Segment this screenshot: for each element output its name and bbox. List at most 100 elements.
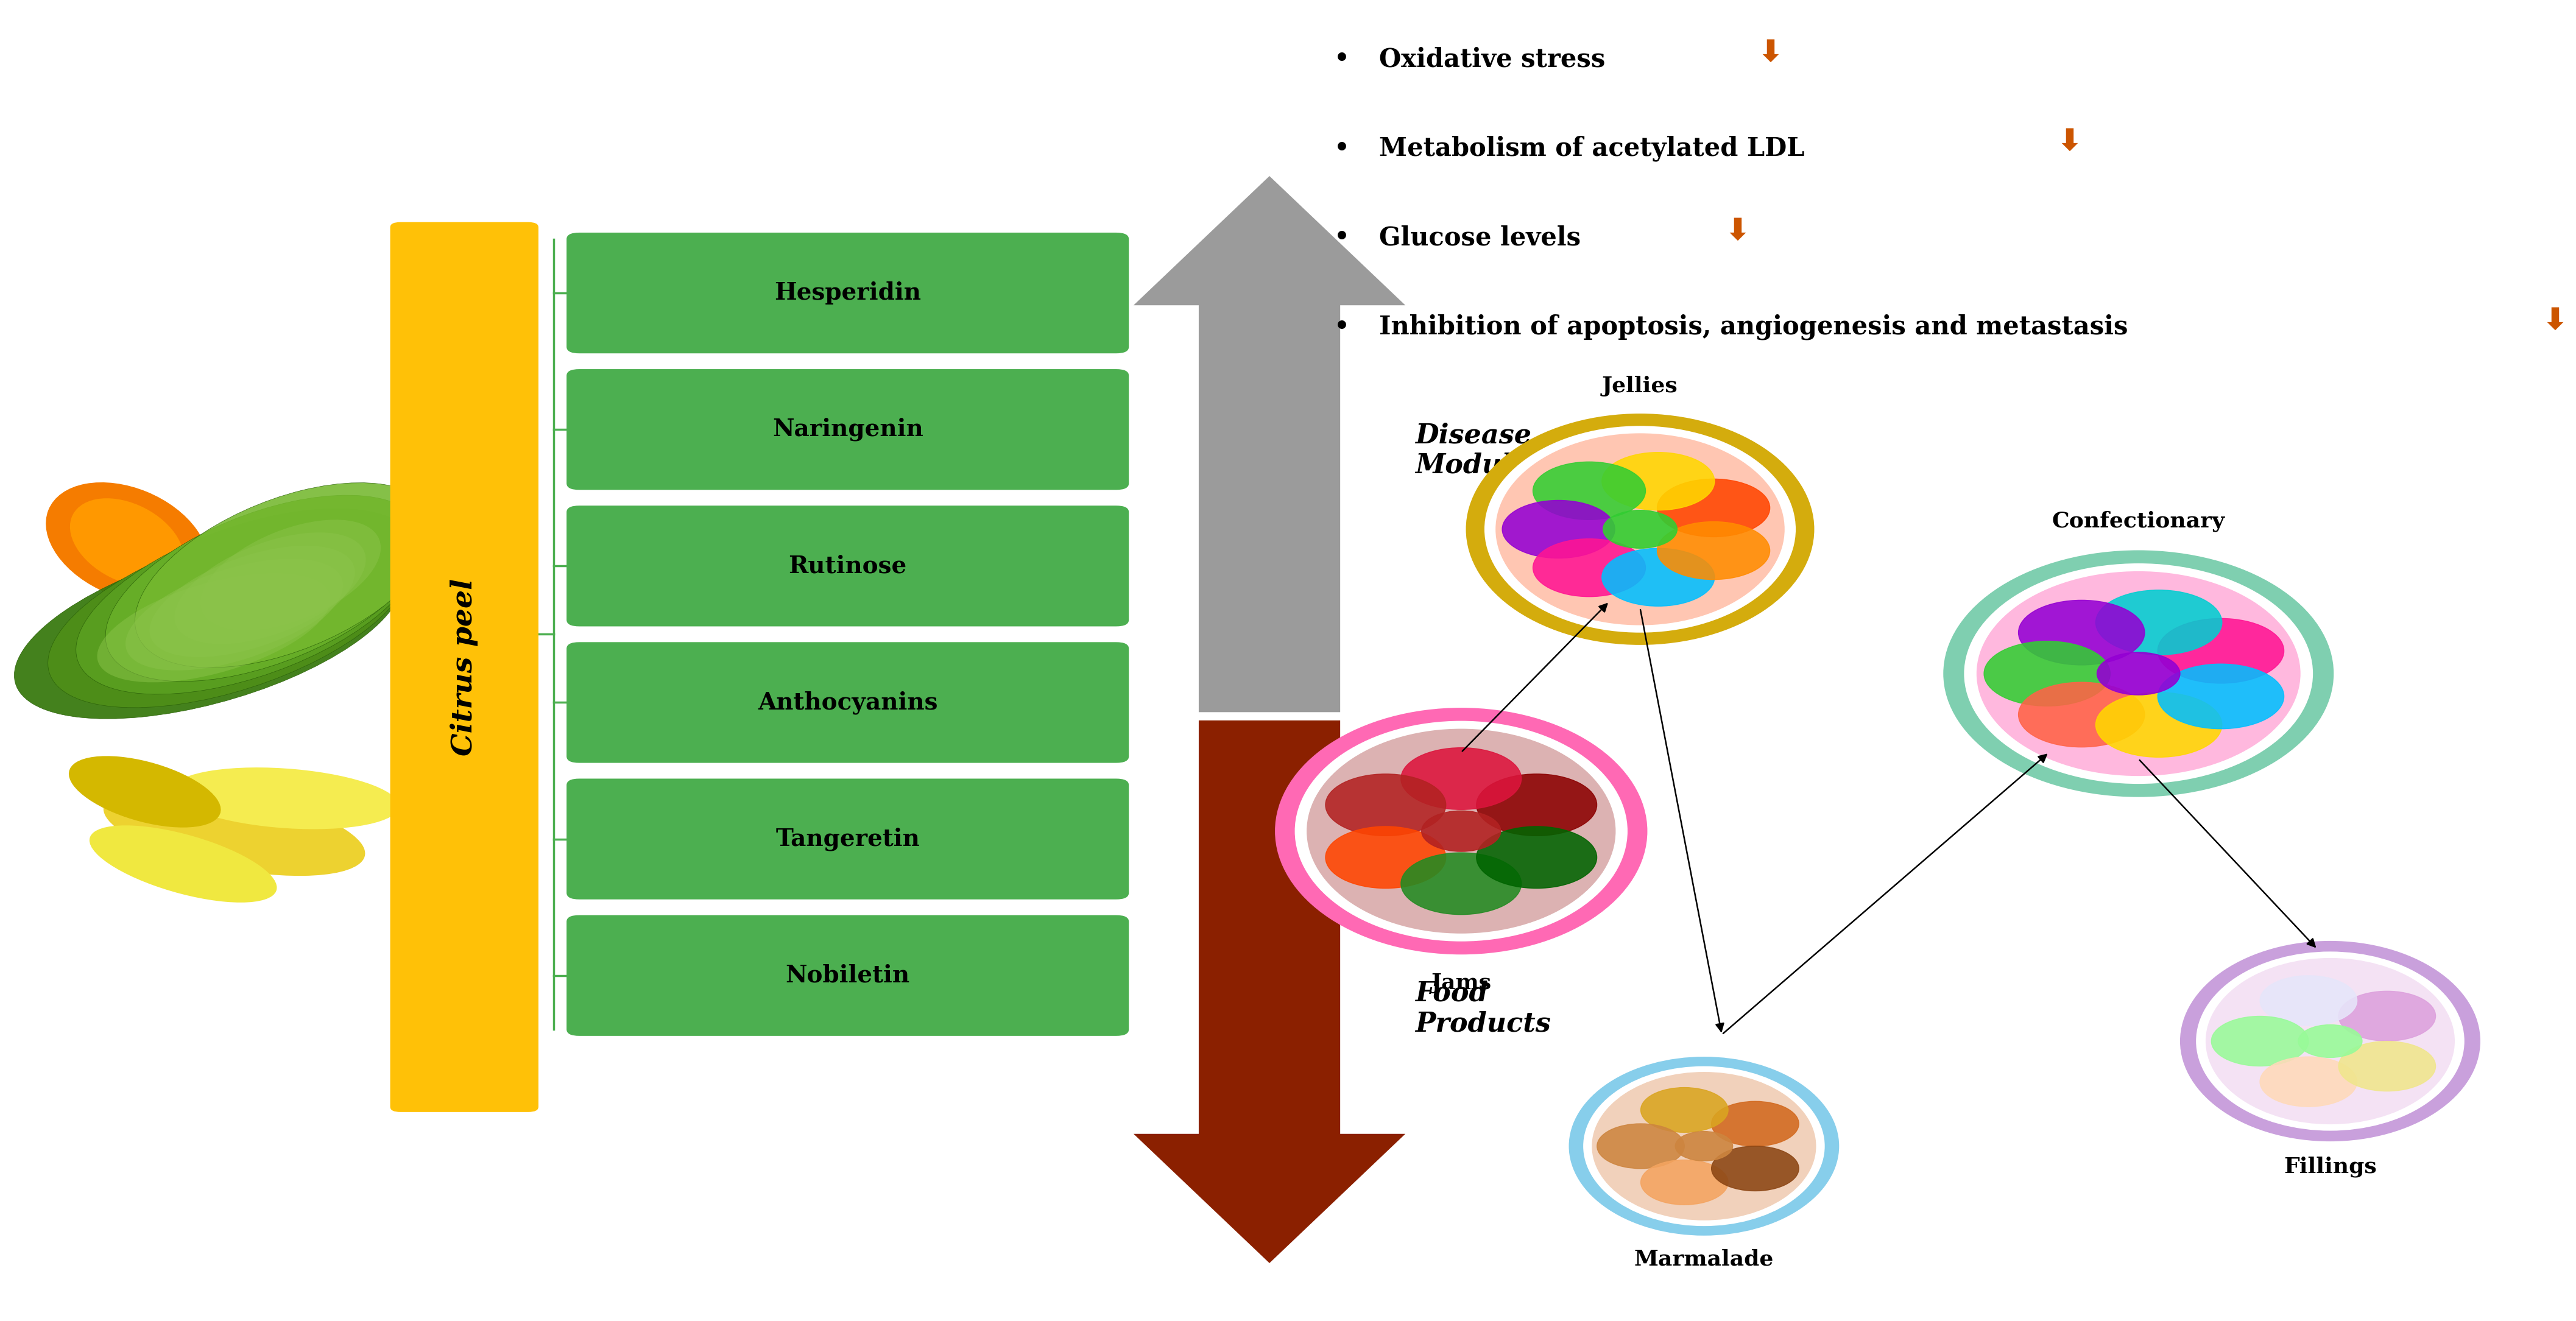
Ellipse shape — [126, 559, 343, 670]
Ellipse shape — [1584, 1066, 1824, 1226]
Ellipse shape — [2159, 664, 2285, 729]
Ellipse shape — [2205, 958, 2455, 1124]
Ellipse shape — [1327, 827, 1445, 888]
Text: Inhibition of apoptosis, angiogenesis and metastasis: Inhibition of apoptosis, angiogenesis an… — [1378, 314, 2128, 339]
Ellipse shape — [2020, 600, 2146, 664]
Ellipse shape — [1710, 1102, 1798, 1147]
Text: ⬇: ⬇ — [1757, 38, 1783, 67]
Text: ⬇: ⬇ — [1723, 217, 1749, 246]
Ellipse shape — [1296, 721, 1628, 942]
FancyBboxPatch shape — [567, 232, 1128, 353]
Ellipse shape — [1401, 748, 1522, 810]
Text: •: • — [1334, 135, 1350, 162]
Ellipse shape — [2210, 1016, 2308, 1066]
Text: Jellies: Jellies — [1602, 375, 1677, 396]
Ellipse shape — [2179, 941, 2481, 1141]
Text: Nobiletin: Nobiletin — [786, 964, 909, 987]
Ellipse shape — [1422, 811, 1502, 852]
Ellipse shape — [149, 546, 355, 657]
Ellipse shape — [2020, 682, 2146, 748]
Text: Anthocyanins: Anthocyanins — [757, 691, 938, 715]
Text: Marmalade: Marmalade — [1633, 1248, 1775, 1269]
Ellipse shape — [1497, 433, 1785, 625]
Text: Citrus peel: Citrus peel — [451, 579, 479, 756]
Ellipse shape — [2097, 653, 2179, 695]
Ellipse shape — [1963, 563, 2313, 783]
Ellipse shape — [201, 519, 381, 630]
Ellipse shape — [2298, 1025, 2362, 1058]
Ellipse shape — [98, 573, 330, 683]
Text: Naringenin: Naringenin — [773, 417, 922, 441]
Ellipse shape — [2097, 590, 2223, 655]
FancyBboxPatch shape — [567, 778, 1128, 900]
Text: Oxidative stress: Oxidative stress — [1378, 46, 1605, 73]
Ellipse shape — [70, 756, 222, 827]
Ellipse shape — [75, 509, 417, 695]
Ellipse shape — [1984, 641, 2110, 705]
Ellipse shape — [46, 482, 209, 602]
Ellipse shape — [1327, 774, 1445, 836]
FancyBboxPatch shape — [567, 642, 1128, 764]
Ellipse shape — [2159, 618, 2285, 683]
Text: Glucose levels: Glucose levels — [1378, 225, 1582, 251]
Text: Hesperidin: Hesperidin — [775, 281, 922, 305]
Ellipse shape — [1674, 1131, 1734, 1161]
Ellipse shape — [106, 495, 425, 682]
Text: Tangeretin: Tangeretin — [775, 827, 920, 851]
Text: Confectionary: Confectionary — [2053, 511, 2226, 532]
Text: •: • — [1334, 225, 1350, 251]
Ellipse shape — [15, 536, 402, 719]
Text: Rutinose: Rutinose — [788, 555, 907, 577]
Text: •: • — [1334, 45, 1350, 73]
Polygon shape — [1131, 174, 1406, 713]
Ellipse shape — [1602, 452, 1716, 510]
Ellipse shape — [1976, 571, 2300, 775]
FancyBboxPatch shape — [567, 369, 1128, 490]
Ellipse shape — [1602, 548, 1716, 606]
Ellipse shape — [103, 786, 366, 876]
Ellipse shape — [1533, 539, 1646, 597]
Text: Food
Products: Food Products — [1414, 980, 1551, 1037]
Ellipse shape — [70, 498, 183, 587]
Ellipse shape — [1656, 522, 1770, 580]
Text: Jams: Jams — [1430, 972, 1492, 993]
Ellipse shape — [1641, 1160, 1728, 1205]
Text: Fillings: Fillings — [2285, 1156, 2378, 1177]
Ellipse shape — [134, 482, 435, 667]
Ellipse shape — [1484, 425, 1795, 633]
Text: Disease
Modulating: Disease Modulating — [1414, 423, 1592, 480]
Ellipse shape — [49, 522, 410, 708]
Ellipse shape — [173, 768, 399, 830]
Ellipse shape — [1569, 1057, 1839, 1235]
Ellipse shape — [2259, 1057, 2357, 1107]
Ellipse shape — [1592, 1071, 1816, 1221]
Polygon shape — [1131, 720, 1406, 1264]
FancyBboxPatch shape — [567, 506, 1128, 626]
Ellipse shape — [1476, 774, 1597, 836]
Text: Metabolism of acetylated LDL: Metabolism of acetylated LDL — [1378, 136, 1806, 161]
Ellipse shape — [1466, 413, 1814, 645]
Ellipse shape — [1533, 462, 1646, 519]
Ellipse shape — [1476, 827, 1597, 888]
Ellipse shape — [1502, 501, 1615, 559]
FancyBboxPatch shape — [567, 915, 1128, 1036]
FancyBboxPatch shape — [389, 222, 538, 1112]
Ellipse shape — [1275, 708, 1649, 955]
Ellipse shape — [1306, 729, 1615, 934]
Ellipse shape — [2097, 692, 2223, 757]
Ellipse shape — [1942, 551, 2334, 797]
Ellipse shape — [1656, 480, 1770, 536]
Ellipse shape — [2339, 991, 2437, 1041]
Ellipse shape — [1710, 1147, 1798, 1192]
Ellipse shape — [1641, 1087, 1728, 1132]
Ellipse shape — [2195, 951, 2465, 1131]
Text: •: • — [1334, 313, 1350, 341]
Ellipse shape — [1401, 853, 1522, 914]
Ellipse shape — [2339, 1041, 2437, 1091]
Ellipse shape — [90, 826, 276, 902]
Ellipse shape — [175, 532, 366, 645]
Ellipse shape — [2259, 976, 2357, 1025]
Text: ⬇: ⬇ — [2056, 127, 2081, 157]
Text: ⬇: ⬇ — [2543, 306, 2568, 336]
Ellipse shape — [1597, 1124, 1685, 1169]
